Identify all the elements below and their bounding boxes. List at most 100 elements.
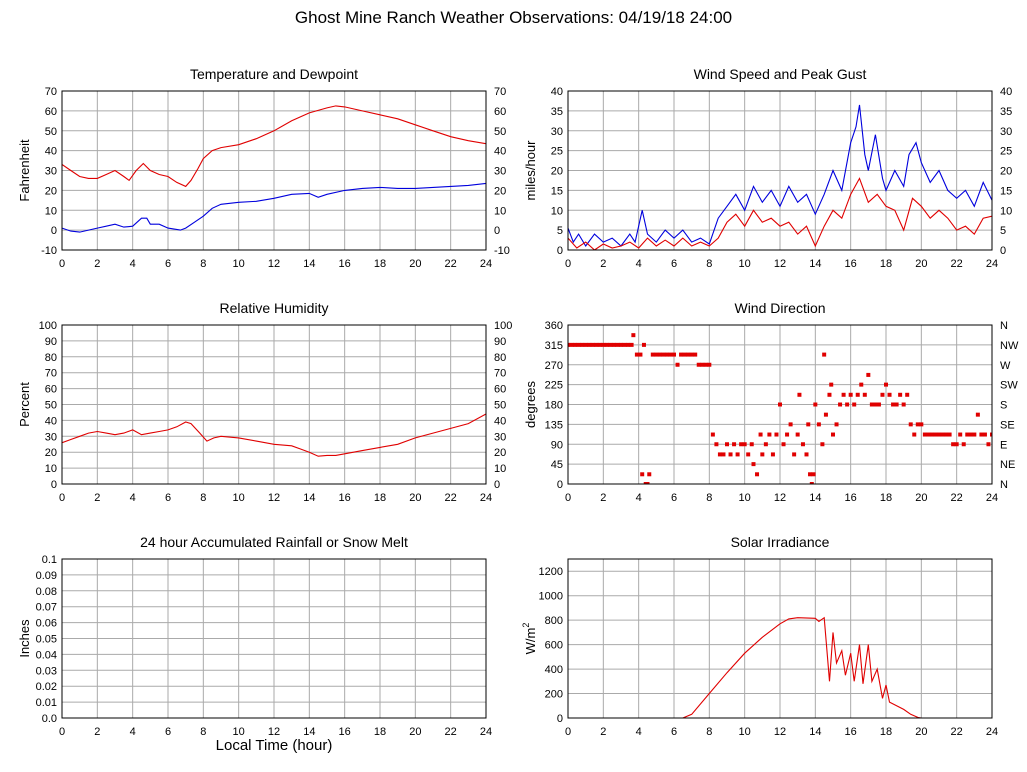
solar-y-axis-label: W/m2 xyxy=(521,623,538,655)
rain-x-tick-label: 10 xyxy=(233,726,245,738)
wind-right-tick-label: 40 xyxy=(1000,86,1012,98)
dir-title: Wind Direction xyxy=(734,300,825,316)
dir-point xyxy=(707,362,712,367)
dir-point xyxy=(919,422,924,427)
wind-x-tick-label: 18 xyxy=(880,258,892,270)
dir-point xyxy=(898,392,903,397)
rh-right-tick-label: 70 xyxy=(494,368,506,380)
dir-point xyxy=(587,342,592,347)
wind-y-tick-label: 5 xyxy=(557,225,563,237)
dir-point xyxy=(758,432,763,437)
dir-point xyxy=(714,442,719,447)
rain-y-tick-label: 0.1 xyxy=(42,554,57,566)
rh-y-axis-label: Percent xyxy=(17,382,32,427)
wind-y-tick-label: 20 xyxy=(551,166,563,178)
solar-y-tick-label: 1000 xyxy=(539,591,563,603)
wind-x-tick-label: 8 xyxy=(706,258,712,270)
dir-point xyxy=(725,442,729,447)
wind-y-tick-label: 35 xyxy=(551,106,563,118)
rain-x-tick-label: 8 xyxy=(200,726,206,738)
wind-y-tick-label: 0 xyxy=(557,245,563,257)
dir-x-tick-label: 2 xyxy=(600,492,606,504)
dir-point xyxy=(990,432,992,437)
dir-point xyxy=(785,432,790,437)
dir-point xyxy=(601,342,606,347)
dir-x-tick-label: 12 xyxy=(774,492,786,504)
temp-x-tick-label: 2 xyxy=(94,258,100,270)
rh-right-tick-label: 90 xyxy=(494,336,506,348)
rh-series-line-0 xyxy=(62,413,486,457)
dir-point xyxy=(700,362,705,367)
page-title: Ghost Mine Ranch Weather Observations: 0… xyxy=(294,8,733,27)
dir-y-tick-label: 135 xyxy=(545,419,563,431)
dir-right-tick-label: S xyxy=(1000,400,1007,412)
rh-y-tick-label: 30 xyxy=(45,431,57,443)
wind-y-tick-label: 40 xyxy=(551,86,563,98)
rain-title: 24 hour Accumulated Rainfall or Snow Mel… xyxy=(140,534,408,550)
dir-point xyxy=(841,392,846,397)
dir-point xyxy=(760,452,765,457)
dir-point xyxy=(954,442,959,447)
dir-point xyxy=(751,462,756,467)
dir-point xyxy=(808,472,813,477)
solar-x-tick-label: 6 xyxy=(671,726,677,738)
dir-point xyxy=(721,452,726,457)
dir-right-tick-label: W xyxy=(1000,360,1011,372)
temp-x-tick-label: 14 xyxy=(303,258,315,270)
temp-right-tick-label: 10 xyxy=(494,205,506,217)
solar-x-tick-label: 14 xyxy=(809,726,821,738)
wind-x-tick-label: 10 xyxy=(739,258,751,270)
dir-point xyxy=(922,432,927,437)
temp-right-tick-label: 30 xyxy=(494,166,506,178)
rh-right-tick-label: 20 xyxy=(494,447,506,459)
temp-right-tick-label: 20 xyxy=(494,185,506,197)
dir-point xyxy=(774,432,779,437)
rh-right-tick-label: 10 xyxy=(494,463,506,475)
dir-point xyxy=(739,442,744,447)
wind-right-tick-label: 35 xyxy=(1000,106,1012,118)
dir-point xyxy=(664,352,669,357)
dir-x-tick-label: 0 xyxy=(565,492,571,504)
rh-x-tick-label: 18 xyxy=(374,492,386,504)
wind-y-axis-label: miles/hour xyxy=(523,140,538,201)
wind-x-tick-label: 6 xyxy=(671,258,677,270)
dir-x-tick-label: 10 xyxy=(739,492,751,504)
dir-right-tick-label: N xyxy=(1000,479,1008,491)
dir-point xyxy=(829,382,834,387)
dir-right-tick-label: NW xyxy=(1000,340,1019,352)
temp-y-tick-label: 70 xyxy=(45,86,57,98)
temp-title: Temperature and Dewpoint xyxy=(190,66,358,82)
wind-x-tick-label: 12 xyxy=(774,258,786,270)
rain-y-tick-label: 0.09 xyxy=(36,570,57,582)
dir-point xyxy=(855,392,860,397)
rain-y-tick-label: 0.01 xyxy=(36,697,57,709)
dir-point xyxy=(820,442,825,447)
dir-point xyxy=(951,442,956,447)
wind-x-tick-label: 2 xyxy=(600,258,606,270)
solar-title: Solar Irradiance xyxy=(731,534,830,550)
solar-x-tick-label: 24 xyxy=(986,726,998,738)
dir-point xyxy=(822,352,827,357)
rain-y-tick-label: 0.04 xyxy=(36,649,57,661)
rh-x-tick-label: 2 xyxy=(94,492,100,504)
wind-right-tick-label: 15 xyxy=(1000,185,1012,197)
wind-x-tick-label: 20 xyxy=(915,258,927,270)
dir-point xyxy=(675,362,680,367)
dir-point xyxy=(823,412,828,417)
dir-point xyxy=(634,352,639,357)
solar-y-tick-label: 1200 xyxy=(539,566,563,578)
rh-right-tick-label: 0 xyxy=(494,479,500,491)
dir-point xyxy=(781,442,786,447)
dir-point xyxy=(866,372,871,377)
dir-point xyxy=(873,402,878,407)
dir-point xyxy=(679,352,684,357)
dir-point xyxy=(887,392,892,397)
wind-x-tick-label: 22 xyxy=(951,258,963,270)
dir-point xyxy=(848,392,853,397)
solar-y-tick-label: 0 xyxy=(557,713,563,725)
dir-point xyxy=(594,342,599,347)
dir-point xyxy=(638,352,643,357)
